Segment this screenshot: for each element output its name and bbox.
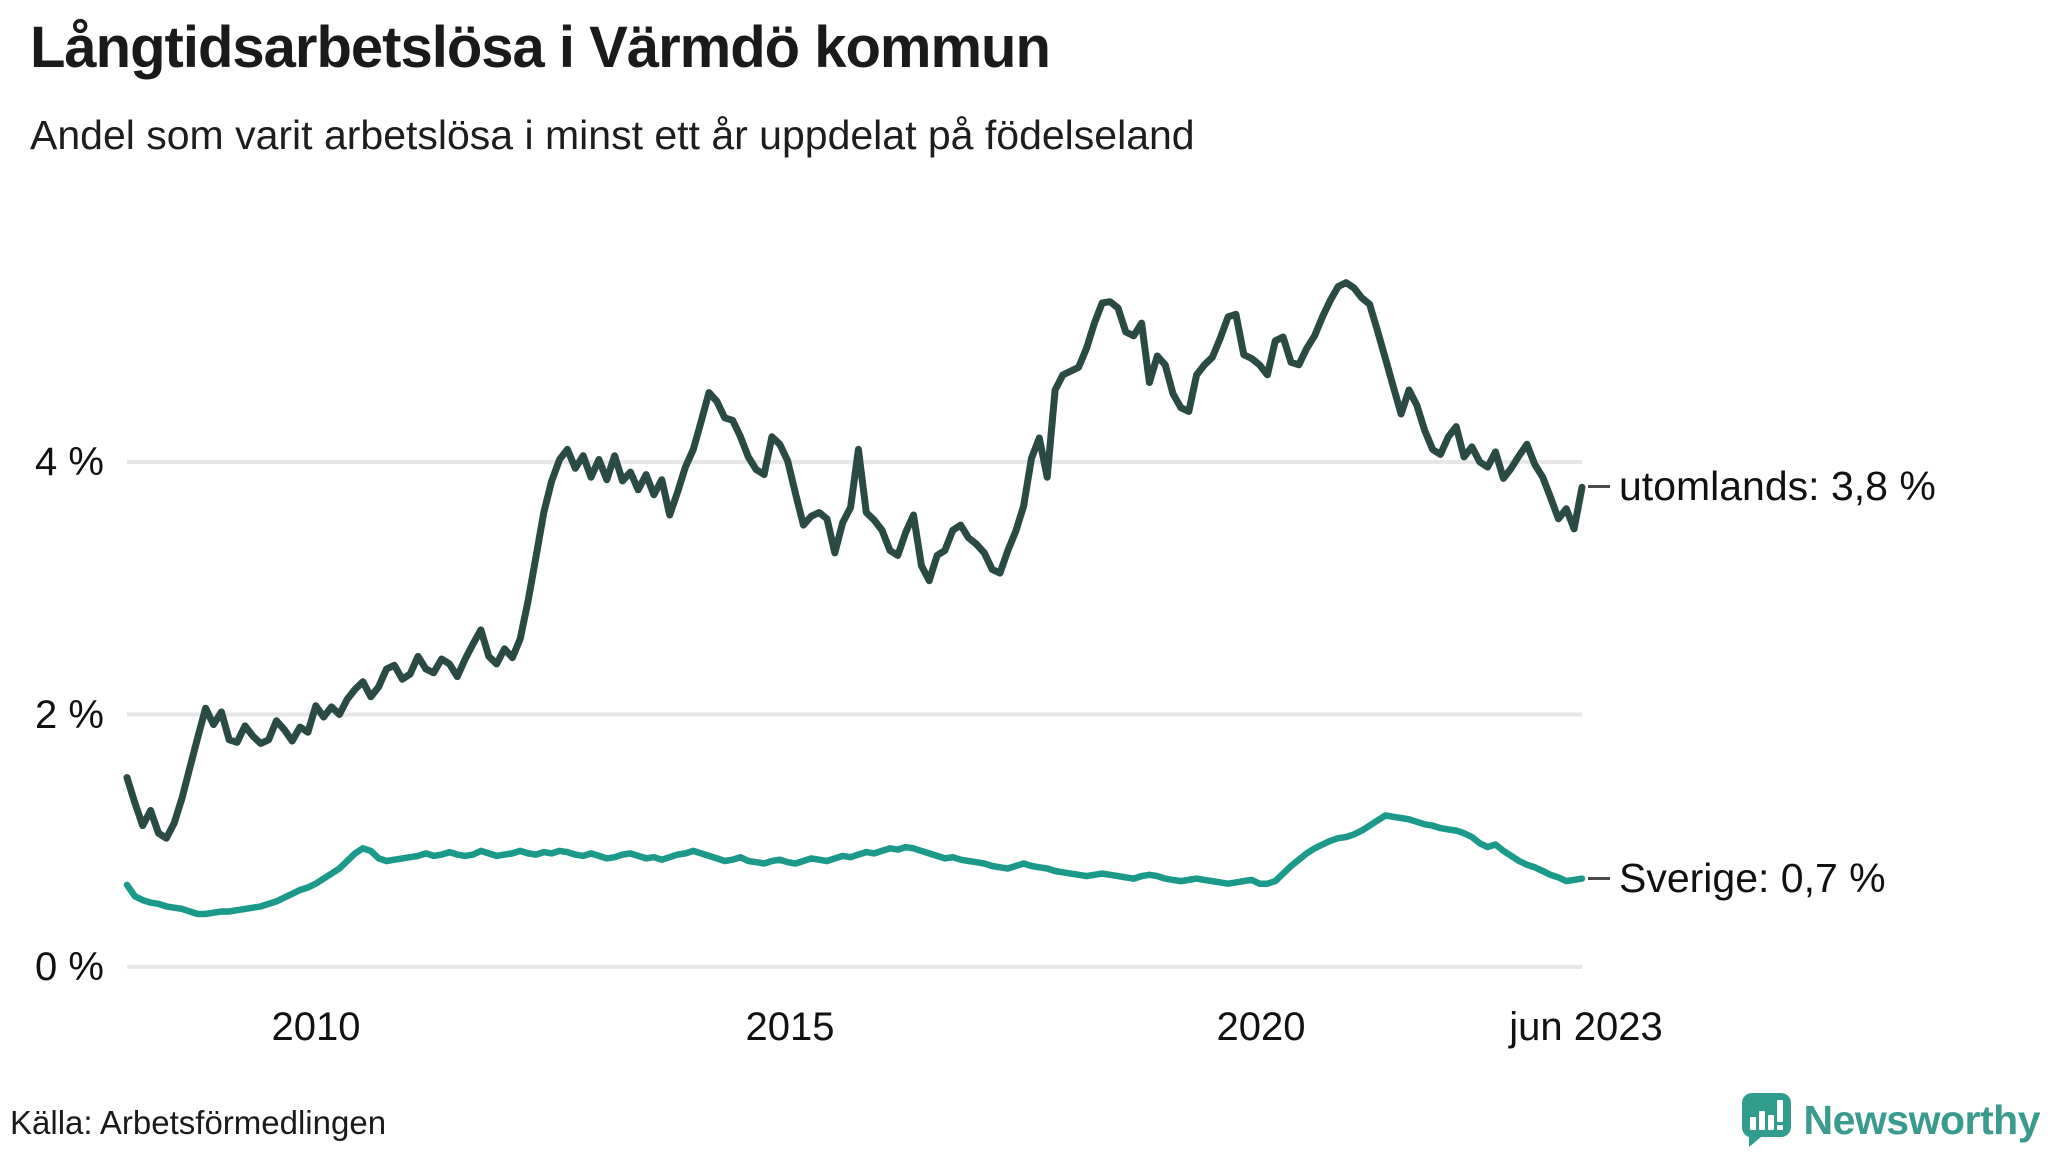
x-axis-tick-2010: 2010 bbox=[271, 1005, 361, 1049]
newsworthy-logo: Newsworthy bbox=[1740, 1092, 2041, 1148]
page-title: Långtidsarbetslösa i Värmdö kommun bbox=[30, 15, 1051, 80]
series-label-utomlands: utomlands: 3,8 % bbox=[1588, 463, 1936, 510]
label-tick-icon bbox=[1588, 485, 1610, 488]
series-line-Sverige bbox=[123, 812, 1586, 918]
y-axis-tick-0pct: 0 % bbox=[35, 945, 104, 989]
x-axis-tick-2015: 2015 bbox=[745, 1005, 835, 1049]
bar-chart-speech-bubble-icon bbox=[1741, 1093, 1791, 1147]
x-axis-tick-2020: 2020 bbox=[1216, 1005, 1306, 1049]
series-label-sverige-text: Sverige: 0,7 % bbox=[1619, 855, 1886, 901]
x-axis-tick-jun-2023: jun 2023 bbox=[1509, 1005, 1663, 1049]
series-label-utomlands-text: utomlands: 3,8 % bbox=[1619, 463, 1936, 509]
label-tick-icon bbox=[1588, 877, 1610, 880]
newsworthy-wordmark: Newsworthy bbox=[1803, 1096, 2041, 1143]
source-credit: Källa: Arbetsförmedlingen bbox=[10, 1104, 387, 1141]
series-label-sverige: Sverige: 0,7 % bbox=[1588, 855, 1886, 902]
page-subtitle: Andel som varit arbetslösa i minst ett å… bbox=[30, 112, 1195, 158]
series-line-utomlands bbox=[123, 279, 1586, 842]
y-axis-tick-2pct: 2 % bbox=[35, 693, 104, 737]
y-axis-tick-4pct: 4 % bbox=[35, 440, 104, 484]
